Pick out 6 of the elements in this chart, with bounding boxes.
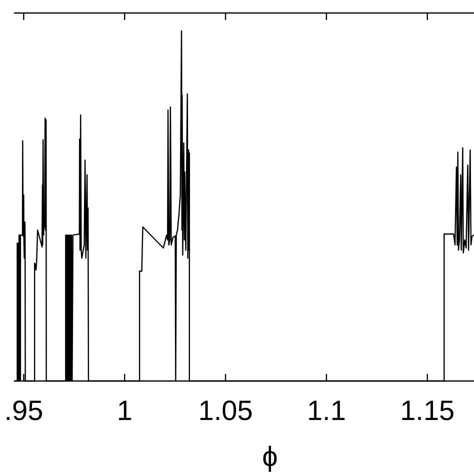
x-axis-title: ϕ xyxy=(262,441,278,472)
x-tick-label: 1.05 xyxy=(198,395,253,426)
x-tick-label: .95 xyxy=(4,395,44,426)
x-tick-label: 1 xyxy=(116,395,132,426)
x-tick-label: 1.1 xyxy=(306,395,346,426)
x-tick-label: 1.15 xyxy=(400,395,455,426)
